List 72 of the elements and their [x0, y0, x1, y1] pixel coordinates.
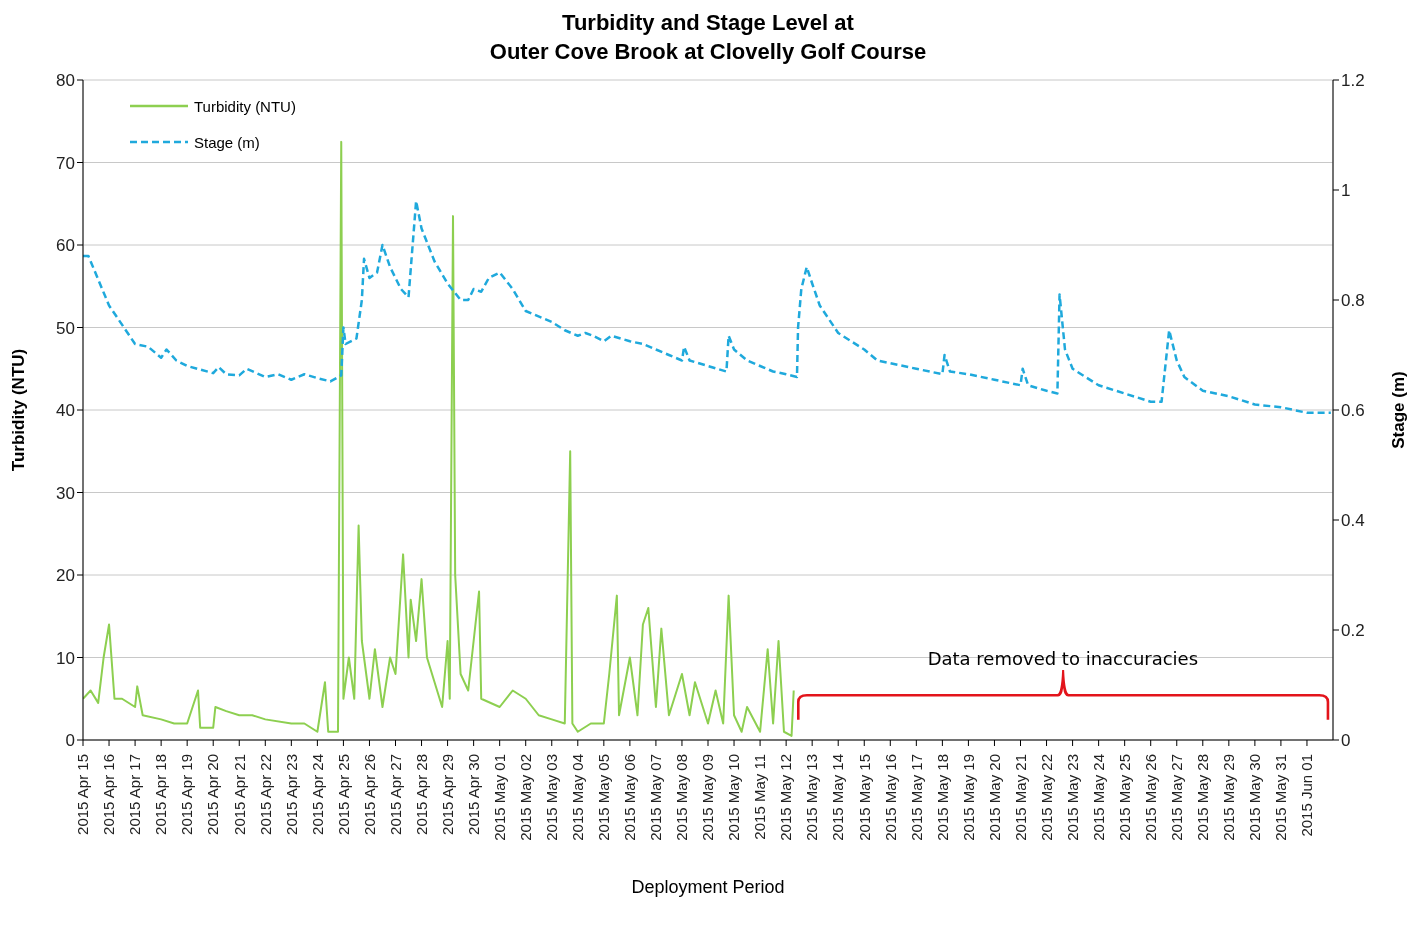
x-tick-label: 2015 Apr 28	[412, 754, 430, 835]
y2-tick-label: 0.6	[1341, 401, 1365, 421]
x-tick-label: 2015 May 22	[1037, 754, 1055, 841]
x-tick-label: 2015 Apr 15	[74, 754, 92, 835]
x-tick-label: 2015 Apr 18	[152, 754, 170, 835]
line-series	[83, 199, 1333, 414]
x-tick-label: 2015 May 23	[1063, 754, 1081, 841]
x-tick-label: 2015 May 26	[1141, 754, 1159, 841]
x-tick-label: 2015 Apr 23	[282, 754, 300, 835]
x-tick-label: 2015 Apr 16	[100, 754, 118, 835]
annotation: Data removed to inaccuracies	[926, 648, 1200, 670]
x-tick-label: 2015 May 18	[933, 754, 951, 841]
x-tick-label: 2015 May 09	[699, 754, 717, 841]
y2-tick-label: 0.4	[1341, 511, 1365, 531]
y-tick-label: 30	[56, 483, 75, 503]
x-tick-label: 2015 May 25	[1115, 754, 1133, 841]
y2-tick-label: 0.8	[1341, 291, 1365, 311]
x-tick-label: 2015 May 30	[1246, 754, 1264, 841]
x-tick-label: 2015 Apr 25	[334, 754, 352, 835]
x-tick-label: 2015 May 19	[959, 754, 977, 841]
x-tick-label: 2015 May 10	[725, 754, 743, 841]
x-tick-label: 2015 Apr 19	[178, 754, 196, 835]
y2-tick-label: 1	[1341, 181, 1351, 201]
y2-tick-label: 0.2	[1341, 621, 1365, 641]
x-tick-label: 2015 May 01	[490, 754, 508, 841]
x-tick-label: 2015 May 17	[907, 754, 925, 841]
x-tick-label: 2015 Apr 27	[386, 754, 404, 835]
y-tick-label: 50	[56, 318, 75, 338]
x-tick-label: 2015 May 08	[673, 754, 691, 841]
x-tick-label: 2015 Apr 29	[438, 754, 456, 835]
x-tick-label: 2015 Apr 20	[204, 754, 222, 835]
x-tick-label: 2015 May 05	[595, 754, 613, 841]
x-tick-label: 2015 Jun 01	[1298, 754, 1316, 837]
x-tick-label: 2015 May 02	[516, 754, 534, 841]
x-tick-label: 2015 May 21	[1011, 754, 1029, 841]
y-tick-label: 80	[56, 71, 75, 91]
x-tick-label: 2015 May 06	[621, 754, 639, 841]
x-tick-label: 2015 May 20	[985, 754, 1003, 841]
x-tick-label: 2015 May 24	[1089, 754, 1107, 841]
x-tick-label: 2015 May 15	[855, 754, 873, 841]
y-axis-title: Turbidity (NTU)	[9, 348, 29, 472]
y2-tick-label: 1.2	[1341, 71, 1365, 91]
x-tick-label: 2015 May 31	[1272, 754, 1290, 841]
legend-label: Stage (m)	[194, 133, 260, 151]
x-tick-label: 2015 Apr 24	[308, 754, 326, 835]
y2-axis-title: Stage (m)	[1389, 371, 1409, 449]
x-tick-label: 2015 May 28	[1194, 754, 1212, 841]
y-tick-label: 20	[56, 566, 75, 586]
x-tick-label: 2015 May 13	[803, 754, 821, 841]
x-tick-label: 2015 Apr 22	[256, 754, 274, 835]
legend-label: Turbidity (NTU)	[194, 97, 296, 115]
x-tick-label: 2015 May 11	[751, 754, 769, 840]
x-tick-label: 2015 Apr 30	[464, 754, 482, 835]
x-tick-label: 2015 Apr 26	[360, 754, 378, 835]
x-tick-label: 2015 May 27	[1168, 754, 1185, 841]
x-tick-label: 2015 May 04	[569, 754, 587, 841]
y-tick-label: 70	[56, 153, 75, 173]
y-tick-label: 10	[56, 648, 75, 668]
y2-tick-label: 0	[1341, 731, 1351, 751]
x-tick-label: 2015 Apr 21	[230, 754, 248, 835]
x-tick-label: 2015 May 16	[881, 754, 899, 841]
x-axis-title: Deployment Period	[630, 877, 786, 898]
x-tick-label: 2015 Apr 17	[126, 754, 144, 835]
x-tick-label: 2015 May 29	[1220, 754, 1238, 841]
x-tick-label: 2015 May 14	[829, 754, 847, 841]
x-tick-label: 2015 May 07	[647, 754, 665, 841]
chart-title: Turbidity and Stage Level at Outer Cove Brook at Clovelly Golf Course	[488, 9, 928, 66]
y-tick-label: 0	[65, 731, 75, 751]
y-tick-label: 60	[56, 236, 75, 256]
x-tick-label: 2015 May 03	[543, 754, 560, 841]
x-tick-label: 2015 May 12	[777, 754, 795, 841]
y-tick-label: 40	[56, 401, 75, 421]
